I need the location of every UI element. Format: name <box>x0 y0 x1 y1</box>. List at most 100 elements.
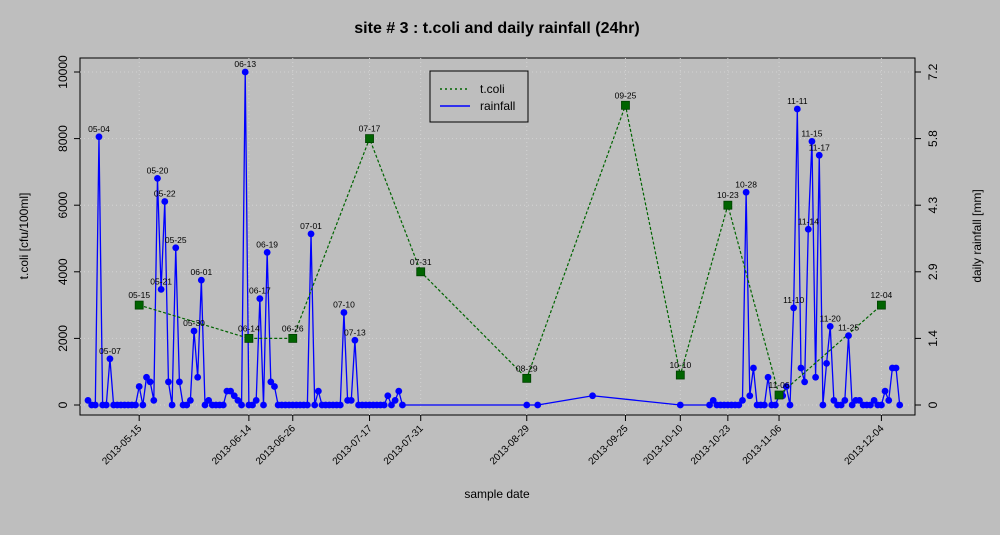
rainfall-point <box>786 401 794 409</box>
rainfall-point <box>764 373 772 381</box>
rainfall-point-label: 11-20 <box>820 313 841 323</box>
y-left-tick-label: 10000 <box>56 55 70 89</box>
rainfall-point <box>303 401 311 409</box>
rainfall-point <box>706 401 713 409</box>
rainfall-point <box>735 401 743 409</box>
y-right-tick-label: 4.3 <box>926 197 940 214</box>
rainfall-point <box>790 304 798 312</box>
rainfall-point <box>241 68 249 76</box>
x-tick-label: 2013-05-15 <box>100 423 144 467</box>
rainfall-point <box>186 396 194 404</box>
rainfall-point <box>384 392 392 400</box>
y-axis-right-label: daily rainfall [mm] <box>970 189 984 282</box>
rainfall-point <box>102 401 110 409</box>
rainfall-point-label: 05-04 <box>88 124 110 134</box>
y-right-tick-label: 0 <box>926 401 940 408</box>
x-tick-label: 2013-09-25 <box>587 423 631 467</box>
rainfall-point <box>347 396 355 404</box>
y-left-tick-label: 0 <box>56 401 70 408</box>
x-tick-label: 2013-06-26 <box>254 423 298 467</box>
chart-title: site # 3 : t.coli and daily rainfall (24… <box>354 20 639 37</box>
rainfall-point <box>146 378 154 386</box>
rainfall-point <box>793 105 801 113</box>
t-coli-point <box>416 267 426 277</box>
t-coli-point-label: 07-31 <box>410 257 432 267</box>
rainfall-point <box>771 401 779 409</box>
rainfall-point <box>391 396 399 404</box>
t-coli-point-label: 06-14 <box>238 323 260 333</box>
y-axis-left-label: t.coli [cfu/100ml] <box>17 193 31 280</box>
y-left-tick-label: 2000 <box>56 325 70 352</box>
t-coli-point-label: 11-06 <box>768 380 789 390</box>
x-tick-label: 2013-10-10 <box>641 423 685 467</box>
rainfall-point <box>205 396 213 404</box>
t-coli-point <box>244 333 254 343</box>
x-tick-label: 2013-08-29 <box>488 423 532 467</box>
rainfall-point-label: 06-17 <box>249 286 271 296</box>
rainfall-point-label: 06-19 <box>256 239 278 249</box>
rainfall-point <box>106 355 114 363</box>
rainfall-point <box>165 378 172 386</box>
rainfall-point <box>234 396 242 404</box>
rainfall-point <box>161 198 169 205</box>
x-tick-label: 2013-07-31 <box>382 423 426 467</box>
rainfall-point <box>826 322 834 330</box>
t-coli-point <box>621 100 630 110</box>
rainfall-point-label: 11-25 <box>838 323 859 333</box>
rainfall-point <box>709 396 717 404</box>
rainfall-point <box>176 378 183 386</box>
rainfall-point-label: 07-01 <box>300 221 322 231</box>
rainfall-point <box>812 373 819 381</box>
rainfall-point-label: 05-25 <box>165 235 187 245</box>
rainfall-point <box>238 401 245 409</box>
t-coli-point <box>134 300 144 310</box>
rainfall-point <box>267 378 275 386</box>
rainfall-point <box>307 230 315 238</box>
t-coli-point <box>675 370 685 380</box>
y-right-tick-label: 2.9 <box>926 263 940 280</box>
rainfall-point <box>782 383 790 390</box>
t-coli-point <box>522 373 532 383</box>
rainfall-point <box>534 401 542 409</box>
rainfall-point <box>252 396 260 404</box>
t-coli-point <box>877 300 886 310</box>
rainfall-point-label: 05-22 <box>154 189 176 199</box>
t-coli-point <box>723 200 733 210</box>
rainfall-point <box>837 401 845 409</box>
rainfall-point <box>797 364 805 372</box>
rainfall-point <box>256 295 264 303</box>
y-right-tick-label: 5.8 <box>926 130 940 147</box>
rainfall-point <box>742 188 750 196</box>
x-tick-label: 2013-11-06 <box>741 423 785 467</box>
rainfall-point <box>132 401 139 409</box>
rainfall-point-label: 07-13 <box>344 327 366 337</box>
rainfall-point <box>848 401 856 409</box>
rainfall-point <box>845 332 852 340</box>
y-left-tick-label: 4000 <box>56 258 70 285</box>
x-tick-label: 2013-10-23 <box>689 423 733 467</box>
t-coli-point <box>774 390 784 400</box>
rainfall-point-label: 11-14 <box>798 216 819 226</box>
rainfall-point <box>219 401 227 409</box>
rainfall-point <box>801 378 809 386</box>
t-coli-point <box>365 134 374 144</box>
rainfall-point <box>896 401 904 409</box>
rainfall-point <box>856 396 863 404</box>
y-left-tick-label: 8000 <box>56 125 70 152</box>
x-tick-label: 2013-12-04 <box>843 423 887 467</box>
rainfall-point <box>388 401 395 409</box>
x-tick-label: 2013-07-17 <box>331 423 375 467</box>
rainfall-point <box>881 387 889 395</box>
t-coli-point-label: 09-25 <box>615 90 637 100</box>
rainfall-point <box>336 401 344 409</box>
x-axis-label: sample date <box>464 487 530 501</box>
rainfall-point <box>150 396 158 404</box>
rainfall-point <box>885 396 893 404</box>
rainfall-point-label: 05-21 <box>150 276 172 286</box>
legend-rainfall-label: rainfall <box>480 99 515 113</box>
rainfall-point <box>819 401 827 409</box>
rainfall-point <box>395 387 403 395</box>
rainfall-point <box>139 401 147 409</box>
t-coli-point <box>288 333 298 343</box>
rainfall-point <box>399 401 406 409</box>
